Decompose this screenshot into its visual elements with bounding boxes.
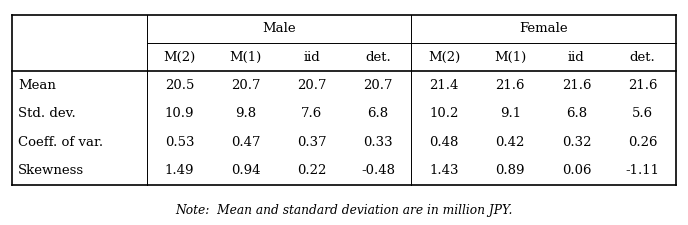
Text: iid: iid bbox=[303, 51, 320, 64]
Text: Male: Male bbox=[262, 22, 296, 35]
Text: 0.06: 0.06 bbox=[561, 164, 591, 177]
Text: 7.6: 7.6 bbox=[301, 107, 323, 120]
Text: Female: Female bbox=[519, 22, 568, 35]
Text: 21.6: 21.6 bbox=[495, 79, 525, 92]
Text: 21.4: 21.4 bbox=[429, 79, 459, 92]
Text: 6.8: 6.8 bbox=[566, 107, 587, 120]
Text: -0.48: -0.48 bbox=[361, 164, 395, 177]
Text: 21.6: 21.6 bbox=[627, 79, 657, 92]
Text: Note:  Mean and standard deviation are in million JPY.: Note: Mean and standard deviation are in… bbox=[175, 204, 513, 217]
Text: 9.1: 9.1 bbox=[499, 107, 521, 120]
Text: M(1): M(1) bbox=[230, 51, 262, 64]
Text: 0.26: 0.26 bbox=[627, 135, 657, 148]
Text: 0.53: 0.53 bbox=[165, 135, 195, 148]
Text: 0.48: 0.48 bbox=[429, 135, 459, 148]
Text: 10.9: 10.9 bbox=[165, 107, 195, 120]
Text: 10.2: 10.2 bbox=[429, 107, 459, 120]
Text: Std. dev.: Std. dev. bbox=[18, 107, 76, 120]
Text: 20.5: 20.5 bbox=[165, 79, 194, 92]
Text: det.: det. bbox=[365, 51, 391, 64]
Text: 1.43: 1.43 bbox=[429, 164, 459, 177]
Text: iid: iid bbox=[568, 51, 585, 64]
Text: 0.89: 0.89 bbox=[495, 164, 525, 177]
Text: 0.47: 0.47 bbox=[231, 135, 261, 148]
Text: 21.6: 21.6 bbox=[561, 79, 591, 92]
Text: 0.37: 0.37 bbox=[297, 135, 327, 148]
Text: Mean: Mean bbox=[18, 79, 56, 92]
Text: 0.32: 0.32 bbox=[561, 135, 591, 148]
Text: 20.7: 20.7 bbox=[363, 79, 393, 92]
Text: 6.8: 6.8 bbox=[367, 107, 389, 120]
Text: 0.42: 0.42 bbox=[495, 135, 525, 148]
Text: Skewness: Skewness bbox=[18, 164, 84, 177]
Text: 9.8: 9.8 bbox=[235, 107, 257, 120]
Text: Coeff. of var.: Coeff. of var. bbox=[18, 135, 103, 148]
Text: -1.11: -1.11 bbox=[625, 164, 660, 177]
Text: 0.33: 0.33 bbox=[363, 135, 393, 148]
Text: M(2): M(2) bbox=[164, 51, 195, 64]
Text: 5.6: 5.6 bbox=[632, 107, 653, 120]
Text: 20.7: 20.7 bbox=[231, 79, 261, 92]
Text: 0.22: 0.22 bbox=[297, 164, 327, 177]
Text: 0.94: 0.94 bbox=[231, 164, 261, 177]
Text: 1.49: 1.49 bbox=[165, 164, 195, 177]
Text: M(1): M(1) bbox=[494, 51, 526, 64]
Text: M(2): M(2) bbox=[428, 51, 460, 64]
Text: det.: det. bbox=[630, 51, 656, 64]
Text: 20.7: 20.7 bbox=[297, 79, 327, 92]
